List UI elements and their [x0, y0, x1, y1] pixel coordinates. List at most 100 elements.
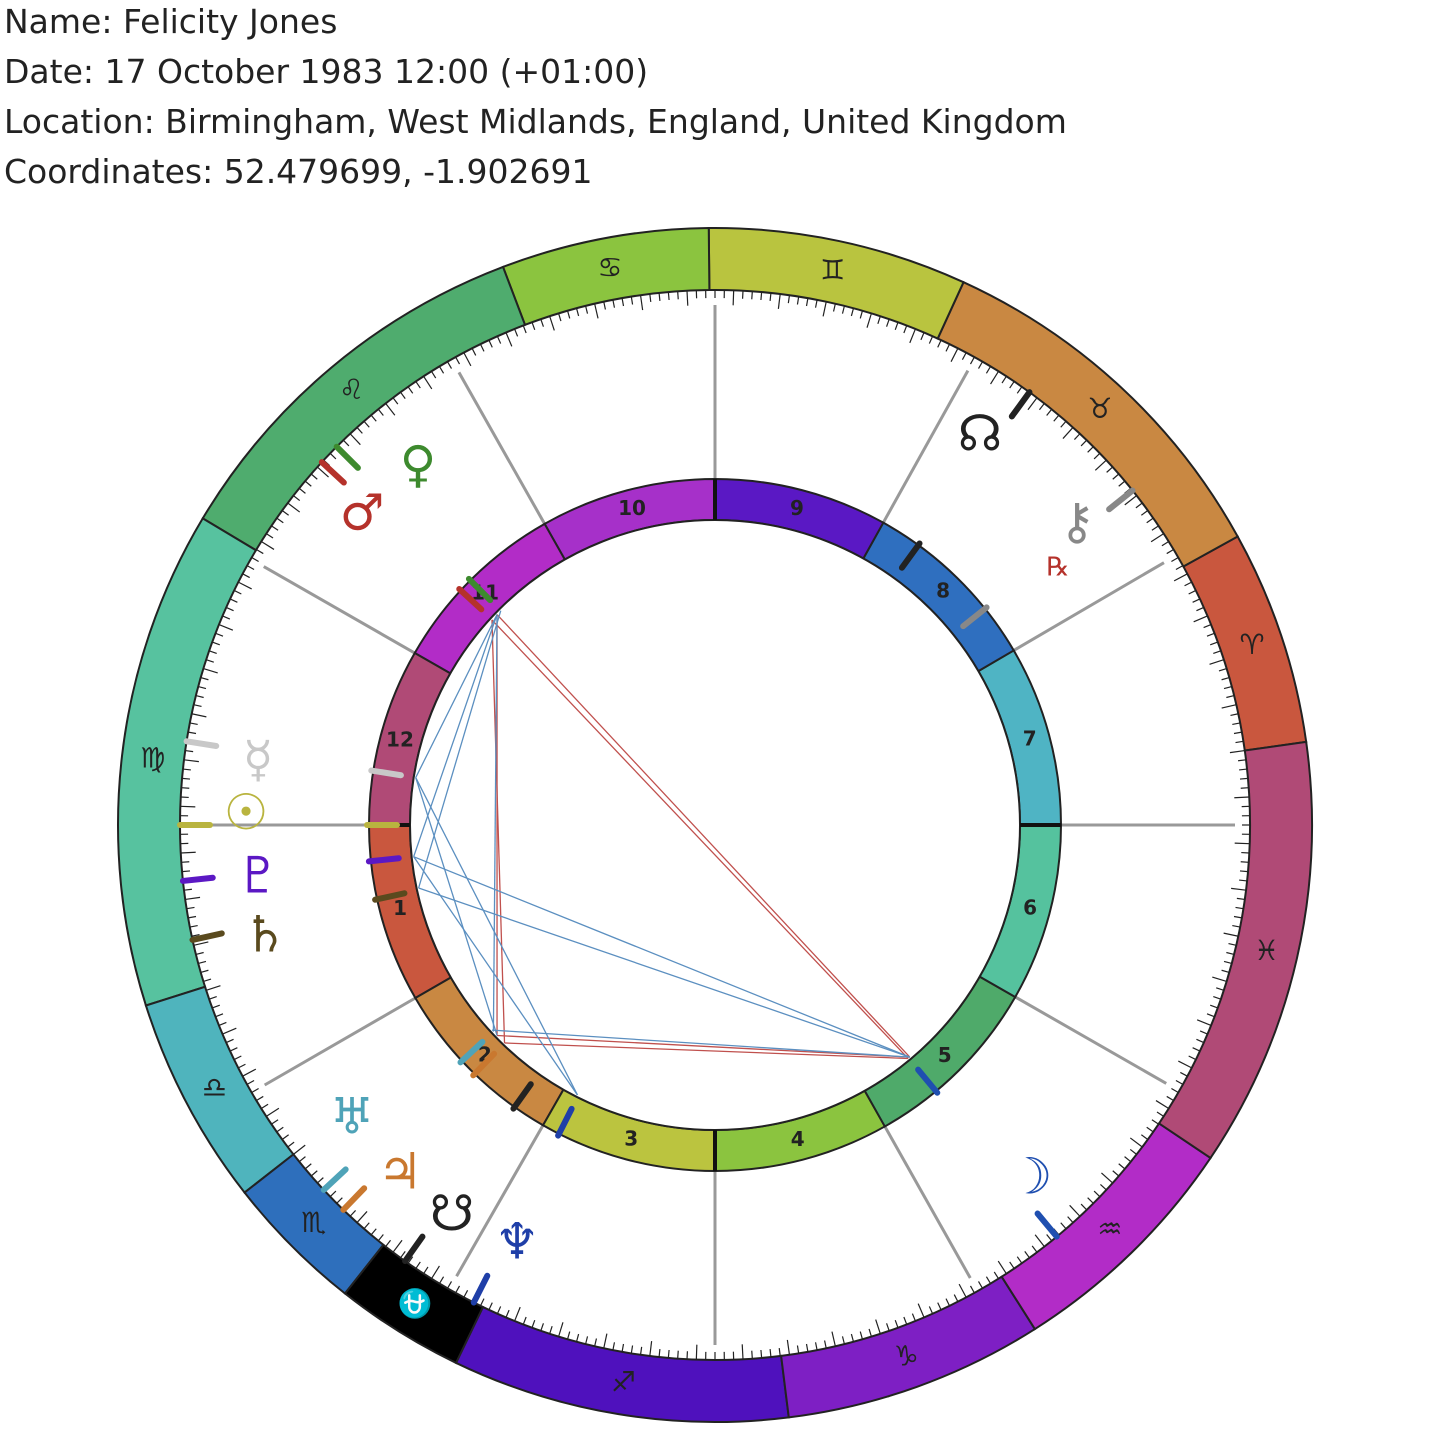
planet-glyph: ☋ [430, 1185, 474, 1243]
house-number: 9 [790, 496, 804, 520]
degree-tick [1213, 650, 1222, 654]
degree-tick [363, 1222, 370, 1230]
degree-tick [1178, 1060, 1192, 1069]
degree-tick [205, 985, 221, 991]
degree-tick [1009, 381, 1015, 389]
degree-tick [1235, 740, 1244, 744]
degree-tick [1046, 408, 1053, 416]
degree-tick [1112, 473, 1120, 480]
sign-glyph: ♌ [339, 373, 364, 406]
degree-tick [392, 397, 399, 405]
planet-glyph: ♇ [236, 847, 281, 905]
degree-tick [514, 328, 519, 337]
degree-tick [281, 1134, 290, 1140]
degree-tick [1129, 1137, 1143, 1148]
degree-tick [1101, 1172, 1113, 1184]
degree-tick [1226, 694, 1235, 699]
degree-tick [1236, 897, 1245, 901]
degree-tick [356, 427, 363, 434]
degree-tick [1235, 906, 1244, 910]
degree-tick [866, 313, 872, 328]
degree-tick [859, 1331, 864, 1340]
degree-tick [990, 370, 1000, 385]
degree-tick [1009, 1261, 1015, 1269]
degree-tick [181, 777, 191, 780]
aspect-line [504, 1042, 909, 1060]
degree-tick [522, 1316, 527, 1325]
degree-tick [1166, 548, 1174, 555]
degree-tick [400, 1250, 406, 1259]
degree-tick [575, 1333, 580, 1342]
planet-marker [179, 874, 216, 884]
degree-tick [265, 1107, 280, 1117]
degree-tick [751, 291, 753, 300]
sign-glyph: ♎ [202, 1071, 227, 1104]
sign-glyph: ♏ [301, 1206, 326, 1239]
degree-tick [1196, 606, 1204, 612]
degree-tick [1233, 731, 1242, 735]
degree-tick [950, 348, 959, 362]
house-cusp-line [881, 369, 970, 524]
degree-tick [479, 343, 485, 352]
planet-glyph: ♂ [340, 484, 385, 542]
degree-tick [1221, 676, 1230, 681]
degree-tick [677, 291, 679, 300]
degree-tick [336, 1197, 343, 1204]
degree-tick [877, 315, 881, 324]
degree-tick [193, 704, 202, 708]
degree-tick [1093, 1190, 1101, 1198]
degree-tick [514, 1306, 521, 1322]
degree-tick [649, 1341, 653, 1357]
degree-tick [796, 296, 800, 305]
degree-tick [1188, 589, 1197, 595]
degree-tick [377, 408, 384, 416]
planet-marker [183, 738, 220, 750]
degree-tick [894, 322, 899, 330]
degree-tick [958, 1283, 967, 1298]
degree-tick [566, 310, 571, 319]
degree-tick [928, 1306, 934, 1314]
degree-tick [1234, 796, 1250, 799]
degree-tick [226, 1038, 234, 1044]
degree-tick [293, 1144, 306, 1155]
aspect-line [491, 1029, 910, 1058]
aspect-line [413, 856, 911, 1058]
planet-marker [1008, 389, 1033, 420]
degree-tick [823, 1340, 827, 1349]
degree-tick [621, 1343, 625, 1352]
house-cusp-line [1014, 995, 1167, 1085]
degree-tick [200, 969, 209, 974]
degree-tick [1140, 1134, 1149, 1140]
degree-tick [796, 1345, 800, 1354]
degree-tick [1118, 1163, 1126, 1170]
degree-tick [953, 1294, 959, 1302]
degree-tick [1146, 1126, 1154, 1133]
degree-tick [1188, 1055, 1197, 1061]
degree-tick [463, 352, 472, 367]
degree-tick [822, 301, 827, 317]
degree-tick [1151, 525, 1159, 531]
degree-tick [928, 336, 934, 344]
degree-tick [226, 606, 234, 612]
planet-marker [898, 540, 923, 571]
degree-tick [471, 348, 477, 356]
degree-tick [363, 420, 370, 428]
degree-tick [1232, 722, 1241, 726]
degree-tick [985, 366, 992, 374]
degree-tick [686, 290, 689, 306]
degree-tick [370, 1228, 377, 1236]
sign-glyph: ⛎ [398, 1287, 433, 1320]
degree-tick [203, 668, 218, 674]
degree-tick [1124, 1156, 1132, 1163]
degree-tick [407, 1256, 414, 1264]
degree-tick [212, 641, 220, 646]
degree-tick [1206, 632, 1215, 637]
degree-tick [208, 650, 217, 654]
degree-tick [540, 318, 544, 327]
degree-tick [769, 292, 772, 301]
degree-tick [805, 1343, 809, 1352]
degree-tick [1171, 556, 1179, 563]
degree-tick [1231, 887, 1247, 891]
degree-tick [310, 1170, 318, 1177]
